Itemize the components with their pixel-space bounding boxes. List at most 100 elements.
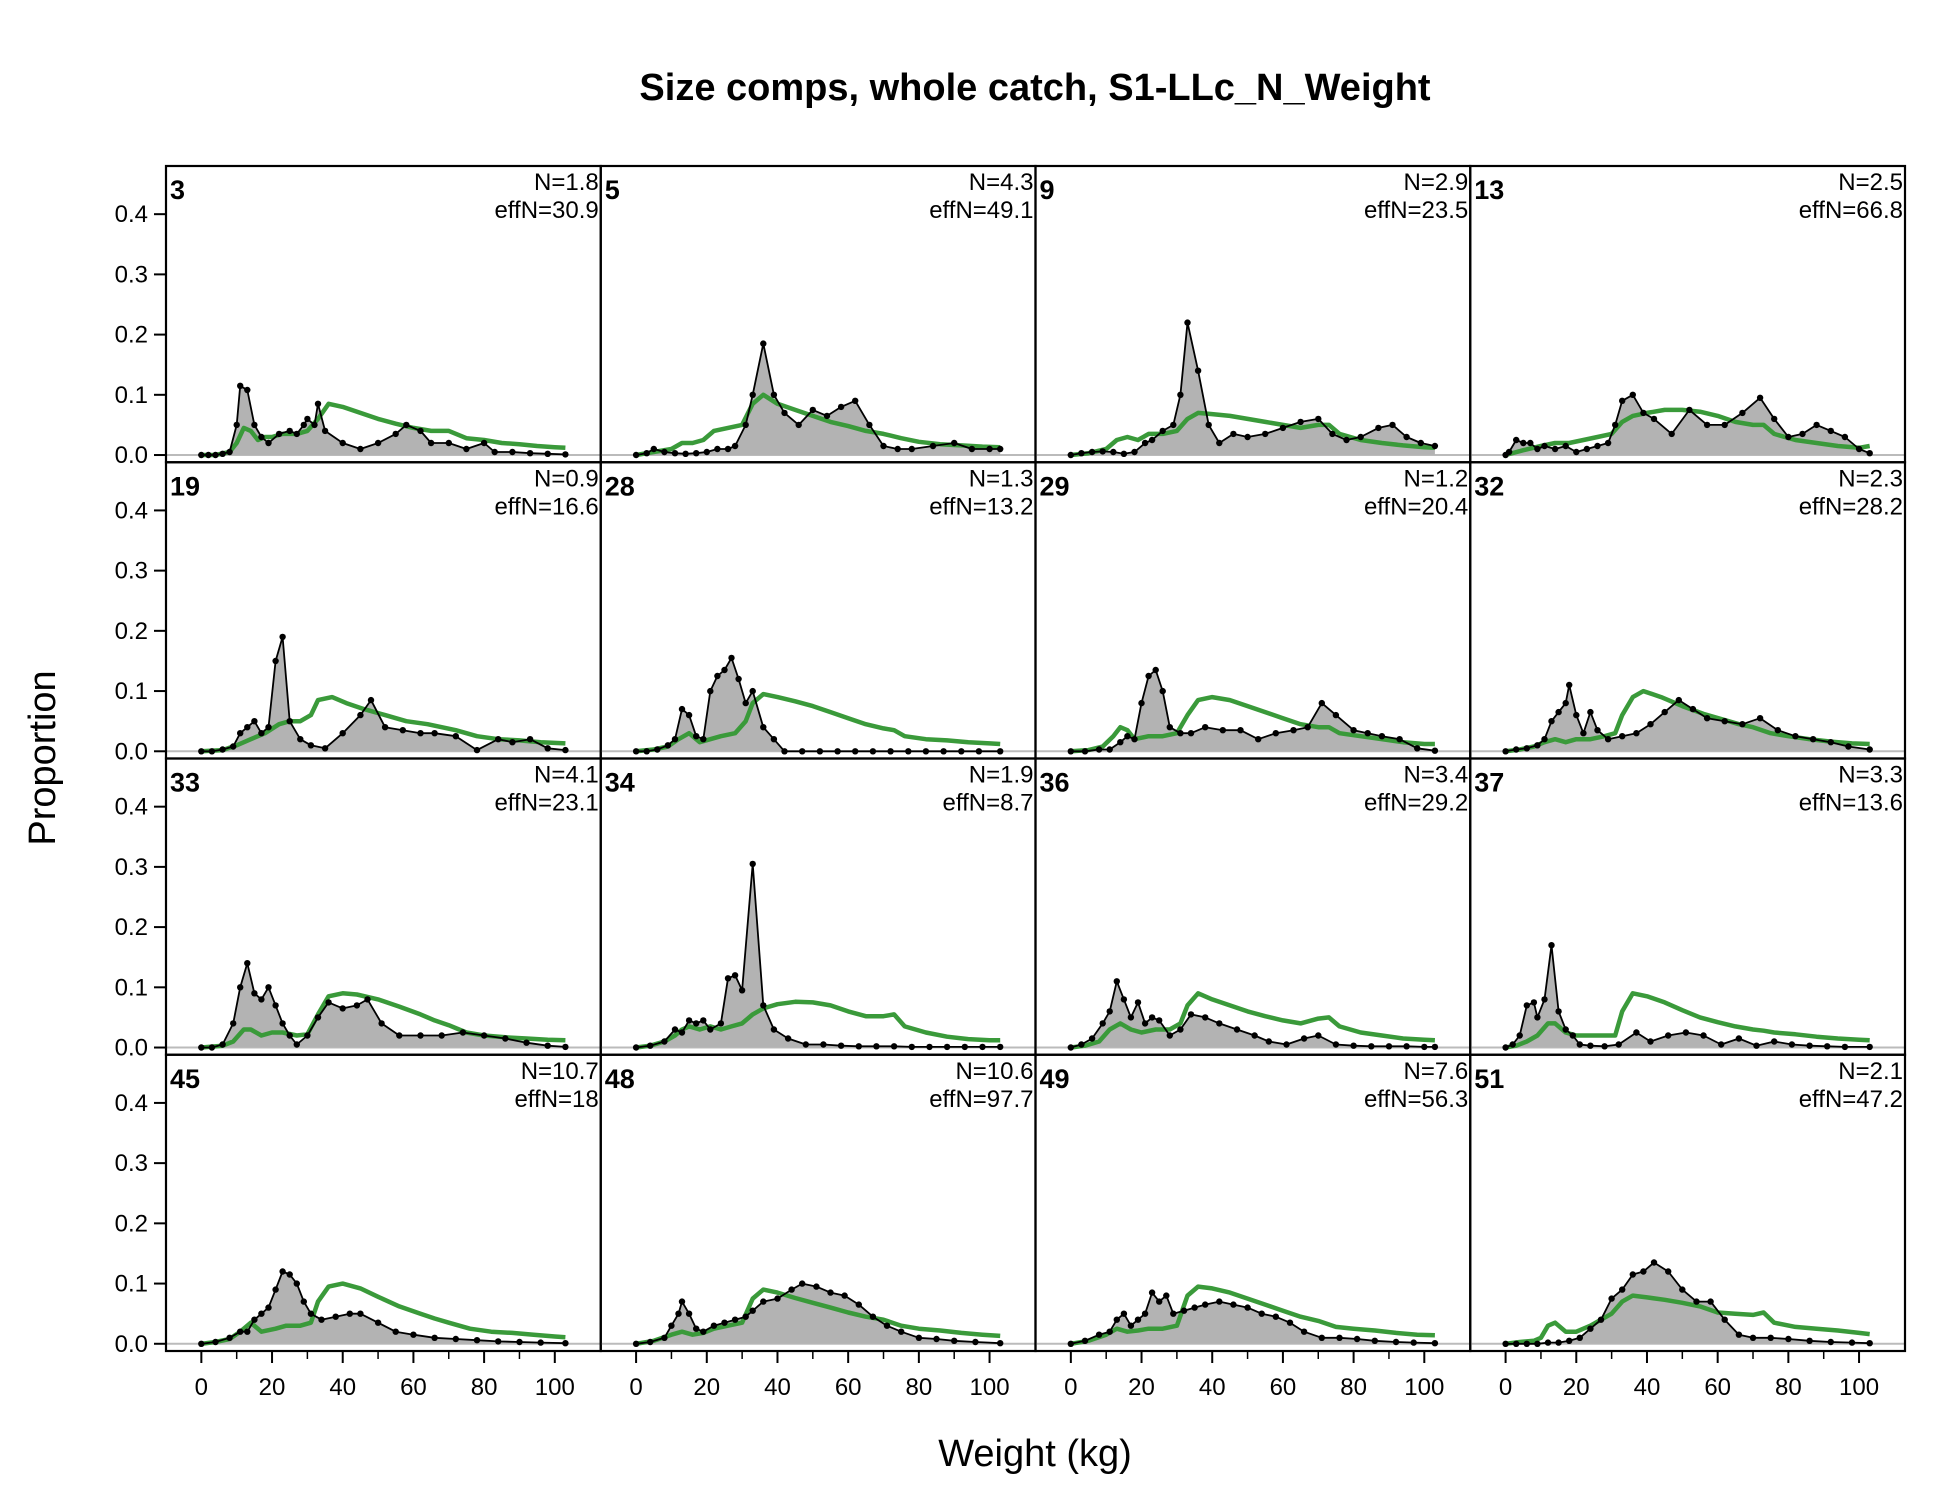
observed-point — [314, 1014, 322, 1021]
expected-line — [635, 392, 1001, 458]
observed-point — [1788, 1041, 1796, 1048]
observed-point — [495, 736, 502, 743]
observed-point — [1534, 1340, 1541, 1348]
observed-point — [675, 1310, 682, 1317]
observed-point — [1813, 421, 1820, 429]
y-tick-label: 0.1 — [115, 382, 148, 409]
observed-point — [1099, 1020, 1106, 1027]
y-tick-label: 0.4 — [115, 794, 148, 821]
observed-point — [1534, 742, 1541, 749]
observed-point — [1502, 1044, 1509, 1051]
observed-point — [1576, 1334, 1584, 1342]
observed-point — [1145, 672, 1152, 680]
observed-point — [1318, 1334, 1326, 1342]
observed-point — [357, 1310, 364, 1317]
observed-point — [1134, 999, 1142, 1006]
panel-effn-value: effN=97.7 — [929, 1086, 1033, 1113]
observed-point — [1566, 681, 1573, 689]
observed-point — [1541, 442, 1548, 450]
observed-point — [1703, 421, 1711, 429]
observed-point — [1675, 696, 1683, 704]
observed-point — [721, 666, 728, 674]
observed-point — [1110, 448, 1117, 456]
observed-point — [445, 439, 452, 447]
observed-point — [226, 1334, 233, 1342]
observed-point — [1629, 1271, 1637, 1278]
observed-point — [654, 746, 661, 753]
x-tick-label: 80 — [471, 1374, 498, 1401]
observed-point — [307, 1310, 315, 1317]
observed-point — [693, 450, 700, 457]
observed-point — [417, 730, 424, 737]
observed-point — [1523, 745, 1531, 752]
observed-point — [1106, 1008, 1113, 1015]
observed-point — [1156, 1298, 1163, 1305]
x-tick-label: 40 — [329, 1374, 356, 1401]
observed-point — [774, 1295, 781, 1302]
y-tick-label: 0.2 — [115, 618, 148, 645]
observed-point — [866, 421, 873, 429]
observed-point — [1187, 1011, 1195, 1018]
observed-point — [367, 696, 375, 704]
observed-point — [1516, 1032, 1523, 1039]
observed-point — [198, 451, 205, 459]
observed-point — [1265, 1038, 1273, 1045]
observed-point — [671, 736, 679, 743]
observed-point — [526, 736, 534, 743]
panel-label: 34 — [605, 768, 635, 798]
observed-point — [1099, 448, 1106, 455]
x-tick-label: 60 — [400, 1374, 427, 1401]
observed-point — [809, 406, 816, 414]
x-tick-label: 80 — [1340, 1374, 1367, 1401]
observed-point — [1141, 1020, 1149, 1027]
observed-point — [710, 1322, 718, 1329]
observed-point — [1283, 1041, 1290, 1048]
observed-point — [972, 1338, 979, 1346]
panel-n-value: N=3.4 — [1404, 762, 1469, 789]
observed-point — [1332, 711, 1340, 719]
observed-point — [502, 1035, 509, 1042]
observed-point — [1067, 451, 1075, 459]
observed-point — [1131, 448, 1138, 456]
observed-point — [1230, 1301, 1237, 1308]
observed-line — [1505, 1261, 1870, 1345]
observed-point — [300, 1298, 307, 1305]
observed-point — [244, 386, 251, 394]
observed-point — [1166, 1032, 1174, 1039]
observed-point — [208, 748, 216, 755]
observed-point — [703, 448, 710, 456]
observed-point — [562, 746, 569, 754]
panel-effn-value: effN=13.6 — [1799, 790, 1903, 817]
observed-point — [788, 1286, 795, 1293]
panel-label: 19 — [170, 471, 200, 501]
observed-point — [1502, 1340, 1509, 1348]
y-tick-label: 0.0 — [115, 1331, 148, 1358]
observed-point — [1566, 1337, 1573, 1345]
observed-point — [852, 397, 859, 404]
observed-point — [279, 633, 286, 641]
observed-point — [781, 409, 788, 417]
observed-point — [1721, 718, 1728, 725]
observed-point — [1573, 448, 1580, 456]
observed-point — [799, 748, 806, 755]
observed-point — [1771, 1038, 1778, 1045]
observed-point — [731, 972, 739, 979]
panel-n-value: N=1.8 — [534, 169, 599, 196]
observed-point — [1785, 1335, 1792, 1343]
observed-point — [562, 1340, 569, 1347]
observed-point — [1258, 1310, 1265, 1317]
observed-point — [438, 1032, 445, 1039]
observed-point — [770, 1026, 778, 1033]
observed-point — [880, 442, 887, 450]
observed-point — [975, 748, 983, 755]
observed-point — [473, 746, 481, 754]
observed-point — [272, 1286, 279, 1293]
panel-effn-value: effN=66.8 — [1799, 197, 1903, 224]
observed-point — [986, 445, 993, 453]
observed-point — [1332, 1041, 1340, 1048]
observed-point — [721, 1319, 728, 1326]
observed-point — [1106, 746, 1113, 753]
